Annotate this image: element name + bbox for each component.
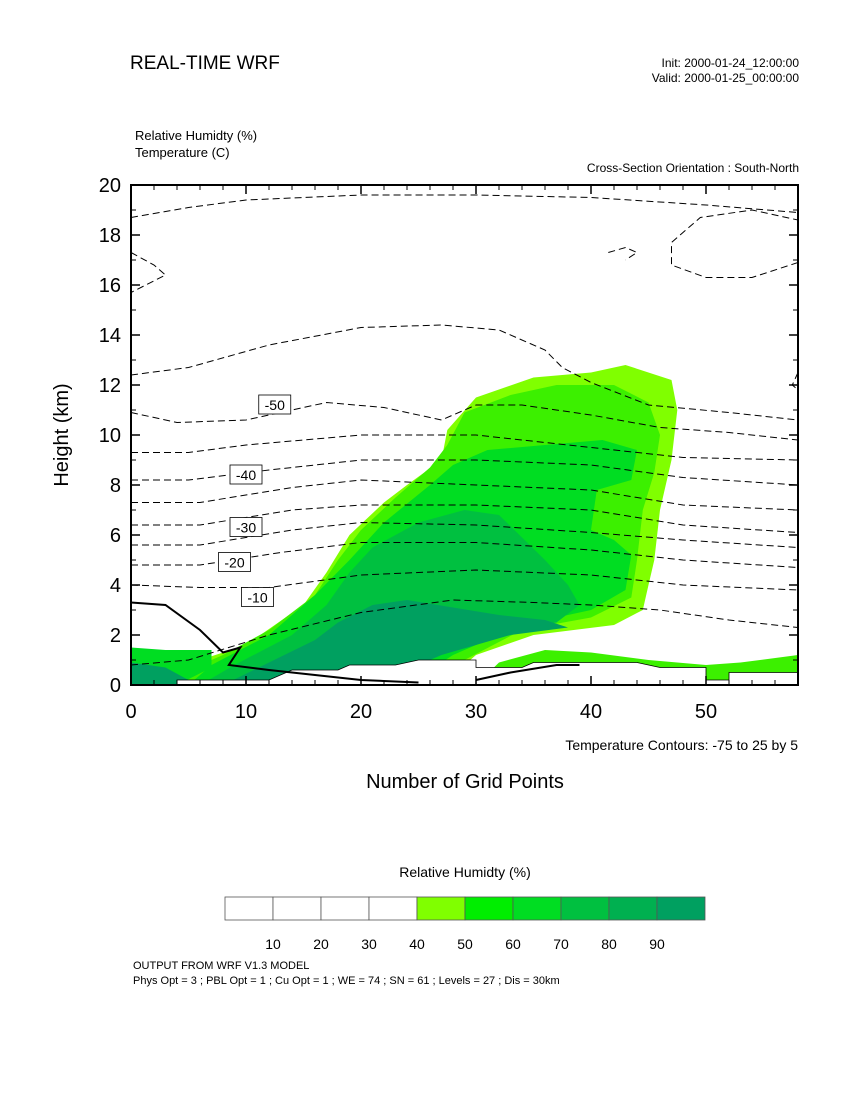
colorbar-box: [416, 896, 466, 921]
contour-label-box: [229, 517, 263, 537]
colorbar-box: [560, 896, 610, 921]
y-tick-label: 0: [110, 675, 121, 697]
colorbar-label: 40: [409, 936, 425, 952]
colorbar-label: 80: [601, 936, 617, 952]
rh-shading: [131, 365, 798, 685]
rh-region-70-3: [200, 510, 580, 685]
x-tick-label: 50: [695, 701, 717, 723]
rh-region-90-4: [223, 600, 568, 685]
temp-contour-1: [475, 664, 580, 681]
temp-contour-14: [671, 209, 798, 278]
valid-time: Valid: 2000-01-25_00:00:00: [651, 71, 799, 85]
temp-contour-7: [131, 479, 798, 511]
y-tick-label: 20: [99, 175, 121, 197]
colorbar-label: 90: [649, 936, 665, 952]
x-axis-label: Number of Grid Points: [366, 771, 564, 793]
contour-label-box: [258, 394, 292, 415]
temp-contour-4: [131, 542, 798, 568]
colorbar-box: [656, 896, 706, 921]
colorbar-box: [320, 896, 370, 921]
temp-contour-15: [608, 246, 639, 261]
temp-contour-10: [131, 401, 798, 441]
colorbar-label: 60: [505, 936, 521, 952]
contour-label: -20: [224, 555, 244, 571]
colorbar-box: [512, 896, 562, 921]
chart-title: REAL-TIME WRF: [130, 53, 280, 74]
colorbar-label: 50: [457, 936, 473, 952]
x-tick-label: 30: [465, 701, 487, 723]
temp-contour-9: [131, 434, 798, 461]
rh-region-90-6: [131, 662, 189, 685]
colorbar-label: 30: [361, 936, 377, 952]
colorbar-title: Relative Humidty (%): [399, 864, 531, 880]
x-tick-label: 40: [580, 701, 602, 723]
temp-contour-13: [131, 194, 798, 218]
colorbar-box: [272, 896, 322, 921]
y-tick-label: 2: [110, 625, 121, 647]
y-tick-label: 12: [99, 375, 121, 397]
terrain: [131, 659, 798, 685]
x-tick-label: 10: [235, 701, 257, 723]
contour-label: -40: [236, 467, 256, 483]
contour-label-box: [229, 464, 263, 485]
temp-contour-3: [131, 569, 798, 591]
colorbar-label: 70: [553, 936, 569, 952]
model-info: OUTPUT FROM WRF V1.3 MODEL: [133, 960, 310, 972]
contour-label-box: [218, 552, 251, 572]
y-tick-label: 4: [110, 575, 121, 597]
terrain-mask: [131, 659, 798, 685]
temp-contour-6: [131, 504, 798, 533]
colorbar-box: [224, 896, 274, 921]
shaded-field-label: Relative Humidty (%): [135, 128, 258, 143]
contour-labels: -10 -20 -30 -40 -50: [218, 394, 292, 607]
y-tick-label: 6: [110, 525, 121, 547]
contour-label: -50: [265, 397, 285, 413]
contour-label: -10: [247, 590, 267, 606]
x-tick-label: 0: [125, 701, 136, 723]
x-tick-label: 20: [350, 701, 372, 723]
temp-contour-0: [131, 601, 419, 684]
temperature-contours: [131, 194, 798, 684]
colorbar-box: [464, 896, 514, 921]
y-axis-label: Height (km): [51, 383, 73, 486]
colorbar-box: [608, 896, 658, 921]
contour-interval-note: Temperature Contours: -75 to 25 by 5: [565, 737, 798, 753]
temp-contour-5: [131, 521, 798, 548]
y-tick-label: 8: [110, 475, 121, 497]
temp-contour-2: [131, 599, 798, 666]
contour-label-box: [241, 587, 274, 607]
colorbar-label: 10: [265, 936, 281, 952]
colorbar-label: 20: [313, 936, 329, 952]
cross-section-orientation: Cross-Section Orientation : South-North: [586, 161, 799, 175]
temp-contour-11: [131, 324, 798, 421]
init-time: Init: 2000-01-24_12:00:00: [661, 56, 799, 70]
colorbar: 10 20 30 40 50 60 70 80 90: [224, 896, 706, 952]
y-tick-label: 10: [99, 425, 121, 447]
temp-contour-8: [131, 459, 798, 486]
colorbar-box: [368, 896, 418, 921]
y-tick-label: 18: [99, 225, 121, 247]
model-options: Phys Opt = 3 ; PBL Opt = 1 ; Cu Opt = 1 …: [133, 975, 560, 987]
contour-field-label: Temperature (C): [135, 145, 230, 160]
y-tick-label: 16: [99, 275, 121, 297]
y-tick-label: 14: [99, 325, 121, 347]
contour-label: -30: [236, 520, 256, 536]
temp-contour-12: [131, 252, 167, 293]
axes: 0 10 20 30 40 50 0 2 4 6 8 10 12 14 16 18 20: [99, 175, 799, 723]
